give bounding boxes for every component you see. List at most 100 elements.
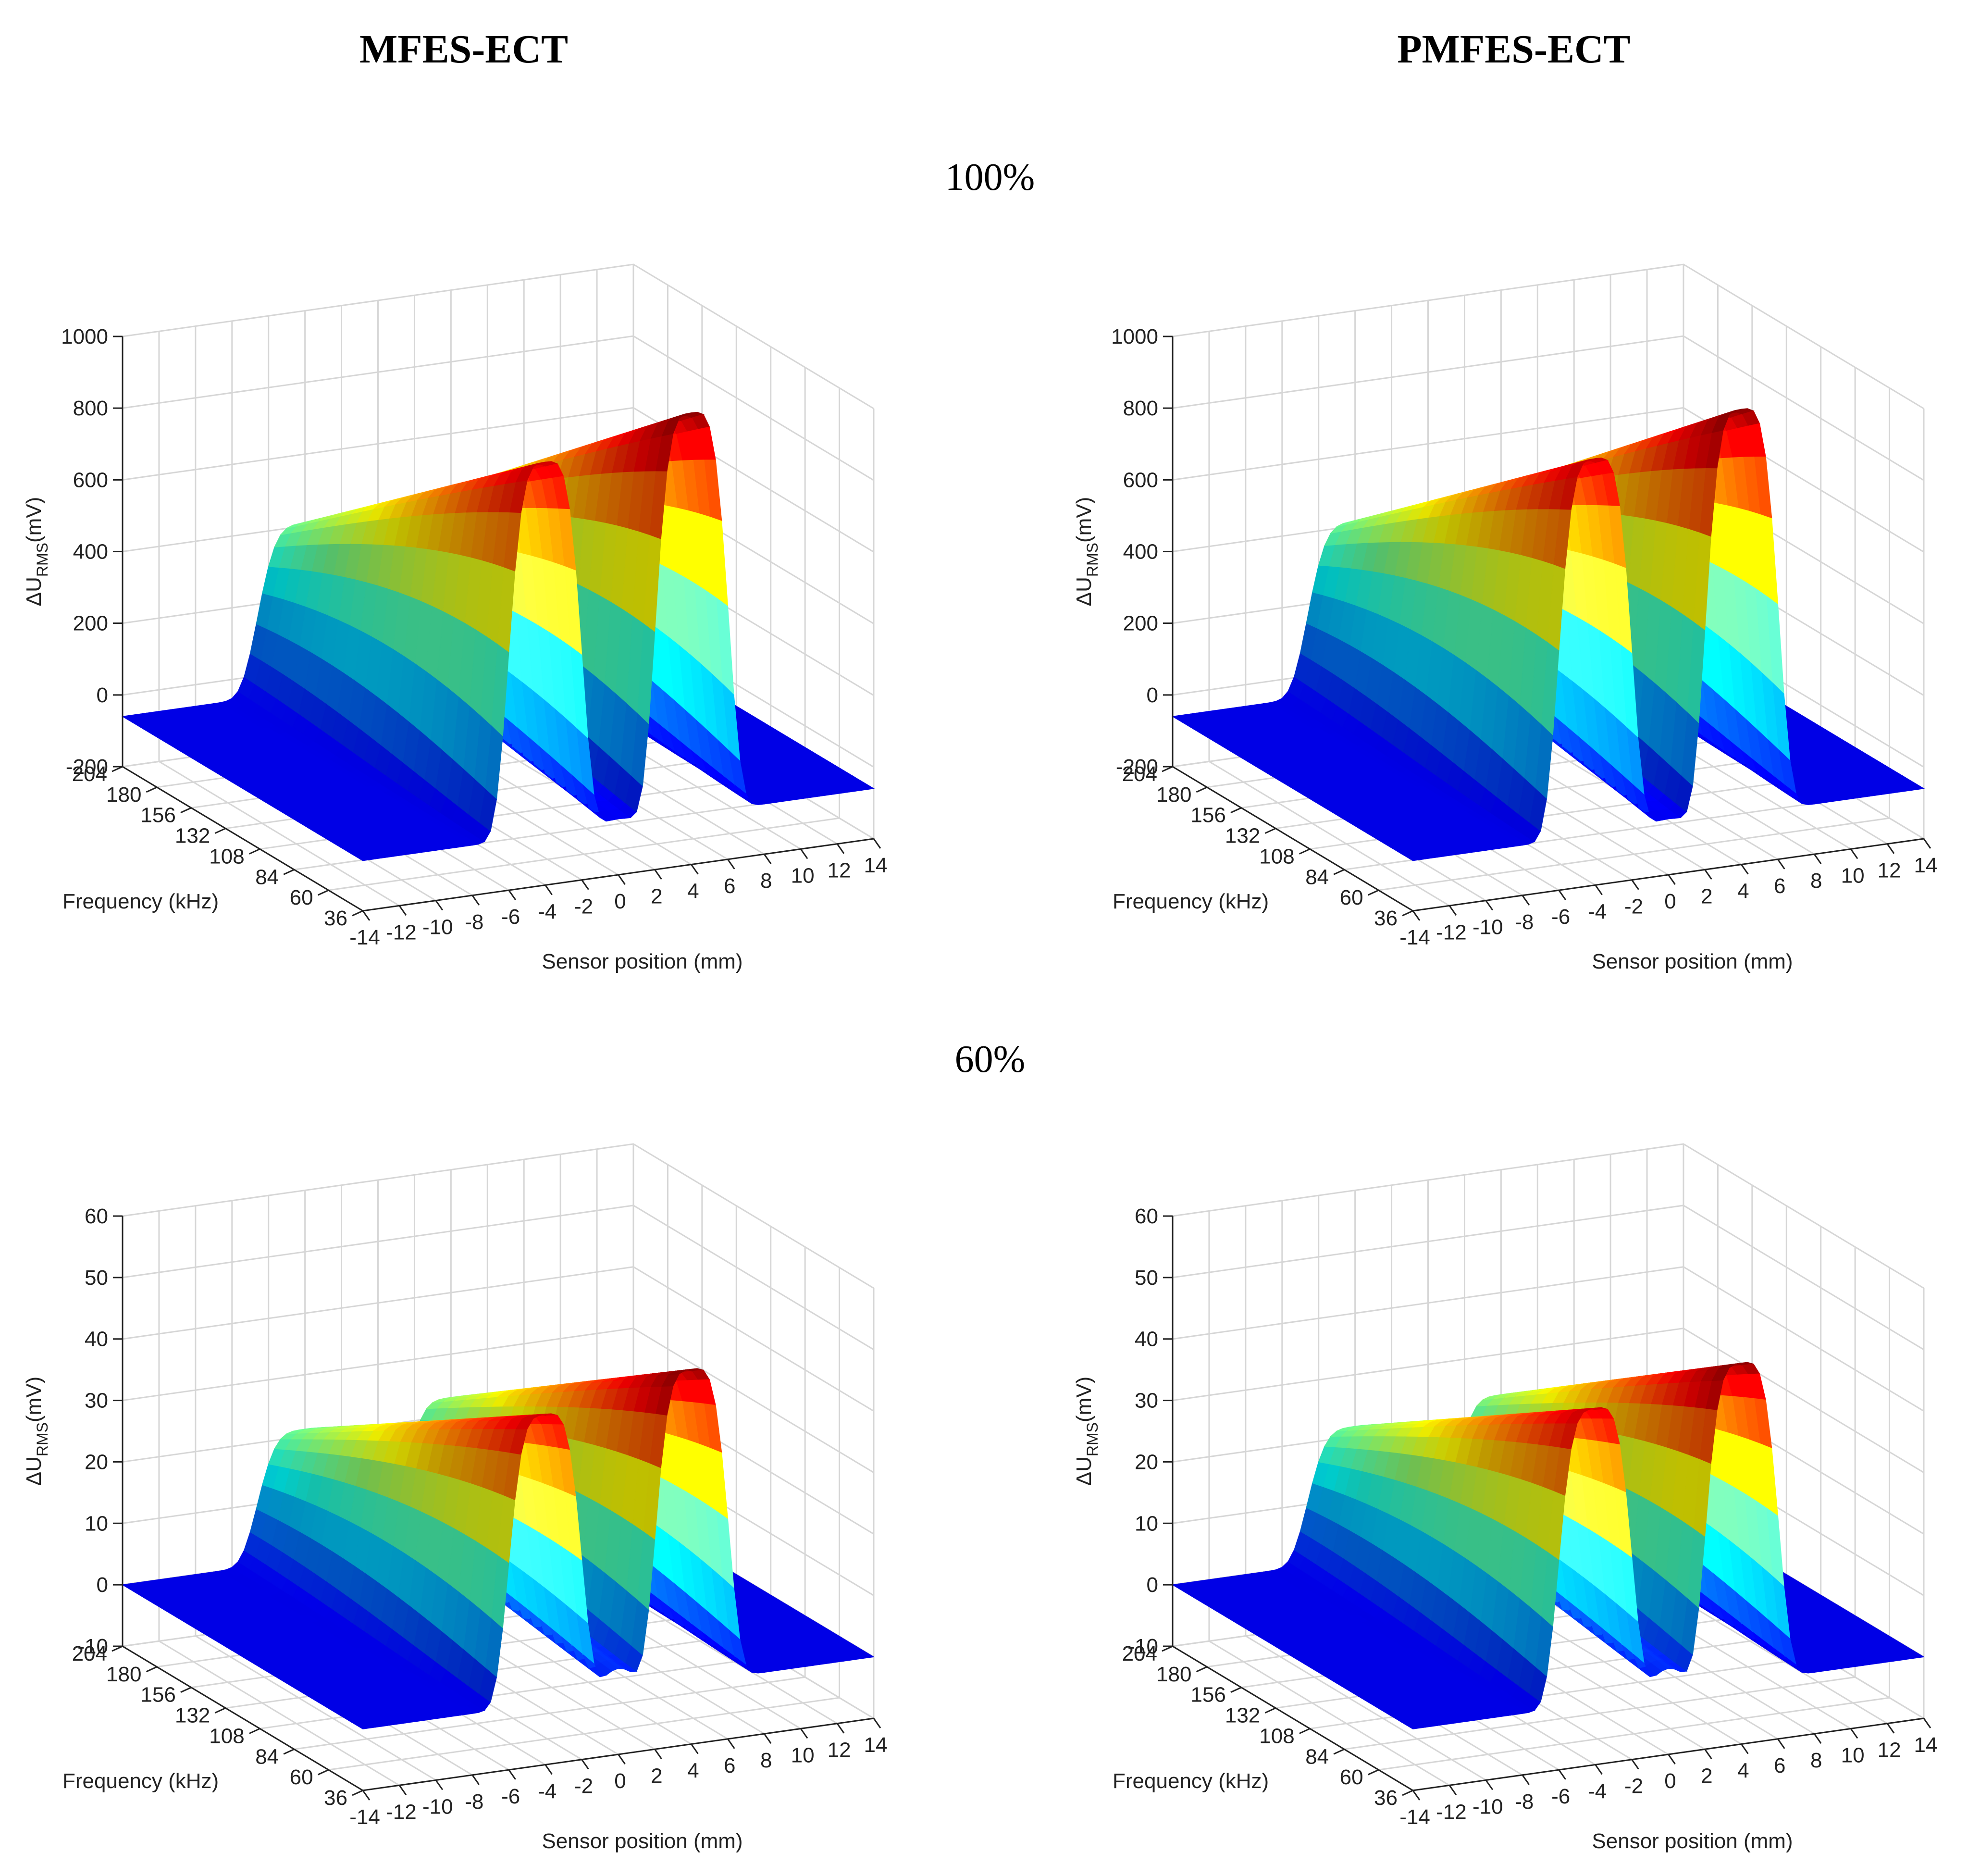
z-axis-label: ΔURMS(mV) <box>22 497 51 607</box>
x-tick-label: -12 <box>1436 920 1467 944</box>
surface <box>1171 408 1925 861</box>
x-tick-label: 0 <box>614 890 626 913</box>
y-tick-label: 156 <box>140 804 175 827</box>
x-tick <box>1631 879 1639 890</box>
x-tick-label: 8 <box>760 869 772 893</box>
x-tick <box>362 910 371 921</box>
grid-line <box>1378 817 1890 891</box>
x-tick-label: 6 <box>724 874 735 898</box>
x-tick-label: -2 <box>1624 895 1643 919</box>
grid-line <box>122 1205 874 1351</box>
x-tick <box>1485 900 1494 911</box>
y-tick <box>249 848 260 855</box>
y-tick <box>1196 786 1208 793</box>
x-tick-label: -8 <box>465 910 483 934</box>
x-tick-label: -2 <box>574 895 593 919</box>
z-tick-label: 400 <box>73 540 108 564</box>
y-tick <box>1299 848 1311 855</box>
z-tick-label: 0 <box>97 683 108 707</box>
x-tick <box>1704 869 1712 880</box>
y-tick <box>352 910 363 917</box>
y-tick-label: 132 <box>175 824 210 848</box>
x-tick <box>654 869 662 880</box>
x-tick <box>1595 884 1603 895</box>
y-tick <box>146 786 158 793</box>
y-tick <box>1402 910 1413 917</box>
grid-line <box>122 1143 874 1289</box>
grid-line <box>1172 335 1924 481</box>
x-tick <box>727 858 735 870</box>
y-axis-label: Frequency (kHz) <box>62 890 219 913</box>
x-tick <box>471 895 480 906</box>
surface-plot-pmfes-100: -200020040060080010002041801561321088460… <box>1072 263 1938 973</box>
z-label-sub: RMS <box>1084 543 1101 577</box>
x-tick <box>800 848 808 859</box>
grid-line <box>159 760 400 907</box>
x-tick-label: -8 <box>1515 910 1534 934</box>
y-tick-label: 36 <box>1374 907 1398 930</box>
y-tick-label: 204 <box>72 762 107 786</box>
x-tick-label: 12 <box>828 859 851 882</box>
z-axis-label: ΔURMS(mV) <box>1072 497 1101 607</box>
y-tick-label: 108 <box>209 845 244 868</box>
surface-plot-mfes-100: -200020040060080010002041801561321088460… <box>22 263 887 973</box>
grid-line <box>1172 407 1924 553</box>
surface-plot-mfes-60: -100102030405060204180156132108846036-14… <box>22 1143 887 1853</box>
y-tick-label: 156 <box>1190 804 1225 827</box>
z-label-main: ΔU <box>1072 577 1096 606</box>
z-label-unit: (mV) <box>1072 497 1096 543</box>
y-tick <box>180 807 192 814</box>
y-tick-label: 84 <box>255 865 279 889</box>
x-tick-label: 14 <box>1914 854 1938 877</box>
z-tick-label: 600 <box>1123 468 1158 492</box>
x-tick <box>581 879 589 890</box>
y-tick-label: 60 <box>1340 886 1363 909</box>
column-title-mfes: MFES-ECT <box>359 27 568 72</box>
x-tick-label: 6 <box>1774 874 1785 898</box>
column-title-pmfes: PMFES-ECT <box>1397 27 1630 72</box>
y-tick <box>317 889 329 896</box>
x-tick-label: 2 <box>1701 884 1712 908</box>
x-tick <box>873 838 881 849</box>
x-tick <box>508 890 516 901</box>
x-tick <box>1813 854 1822 865</box>
x-tick <box>1558 890 1566 901</box>
y-tick <box>1367 889 1379 896</box>
x-axis-label: Sensor position (mm) <box>542 950 742 973</box>
grid-line <box>122 407 874 553</box>
x-tick <box>1522 895 1530 906</box>
z-label-unit: (mV) <box>22 497 46 543</box>
surface-patch <box>855 782 875 790</box>
x-tick <box>435 900 444 911</box>
x-tick-label: -4 <box>1588 900 1607 923</box>
x-tick-label: -14 <box>349 926 380 949</box>
x-tick-label: -10 <box>1473 916 1503 939</box>
x-axis-label: Sensor position (mm) <box>1592 950 1793 973</box>
z-tick-label: 200 <box>73 612 108 635</box>
x-tick-label: 10 <box>1841 864 1865 887</box>
y-tick <box>111 766 123 772</box>
x-tick-label: -10 <box>422 916 453 939</box>
x-tick <box>544 884 553 895</box>
y-tick <box>283 869 295 875</box>
grid-line <box>122 335 874 481</box>
grid-line <box>328 817 840 891</box>
z-tick-label: 200 <box>1123 612 1158 635</box>
x-tick-label: -12 <box>386 920 417 944</box>
y-tick <box>214 828 226 834</box>
x-tick <box>1886 843 1895 854</box>
z-tick-label: -200 <box>66 755 108 779</box>
x-tick <box>1448 905 1457 916</box>
y-axis-line <box>122 766 363 912</box>
y-tick-label: 36 <box>324 907 347 930</box>
z-tick-label: 1000 <box>61 325 108 348</box>
y-tick-label: 60 <box>290 886 313 909</box>
y-tick-label: 180 <box>1156 783 1191 807</box>
y-tick-label: 204 <box>1122 762 1157 786</box>
x-tick <box>691 864 699 875</box>
x-tick <box>618 874 626 885</box>
y-tick-label: 180 <box>106 783 141 807</box>
x-tick <box>1412 910 1421 921</box>
grid-line <box>122 1266 874 1412</box>
